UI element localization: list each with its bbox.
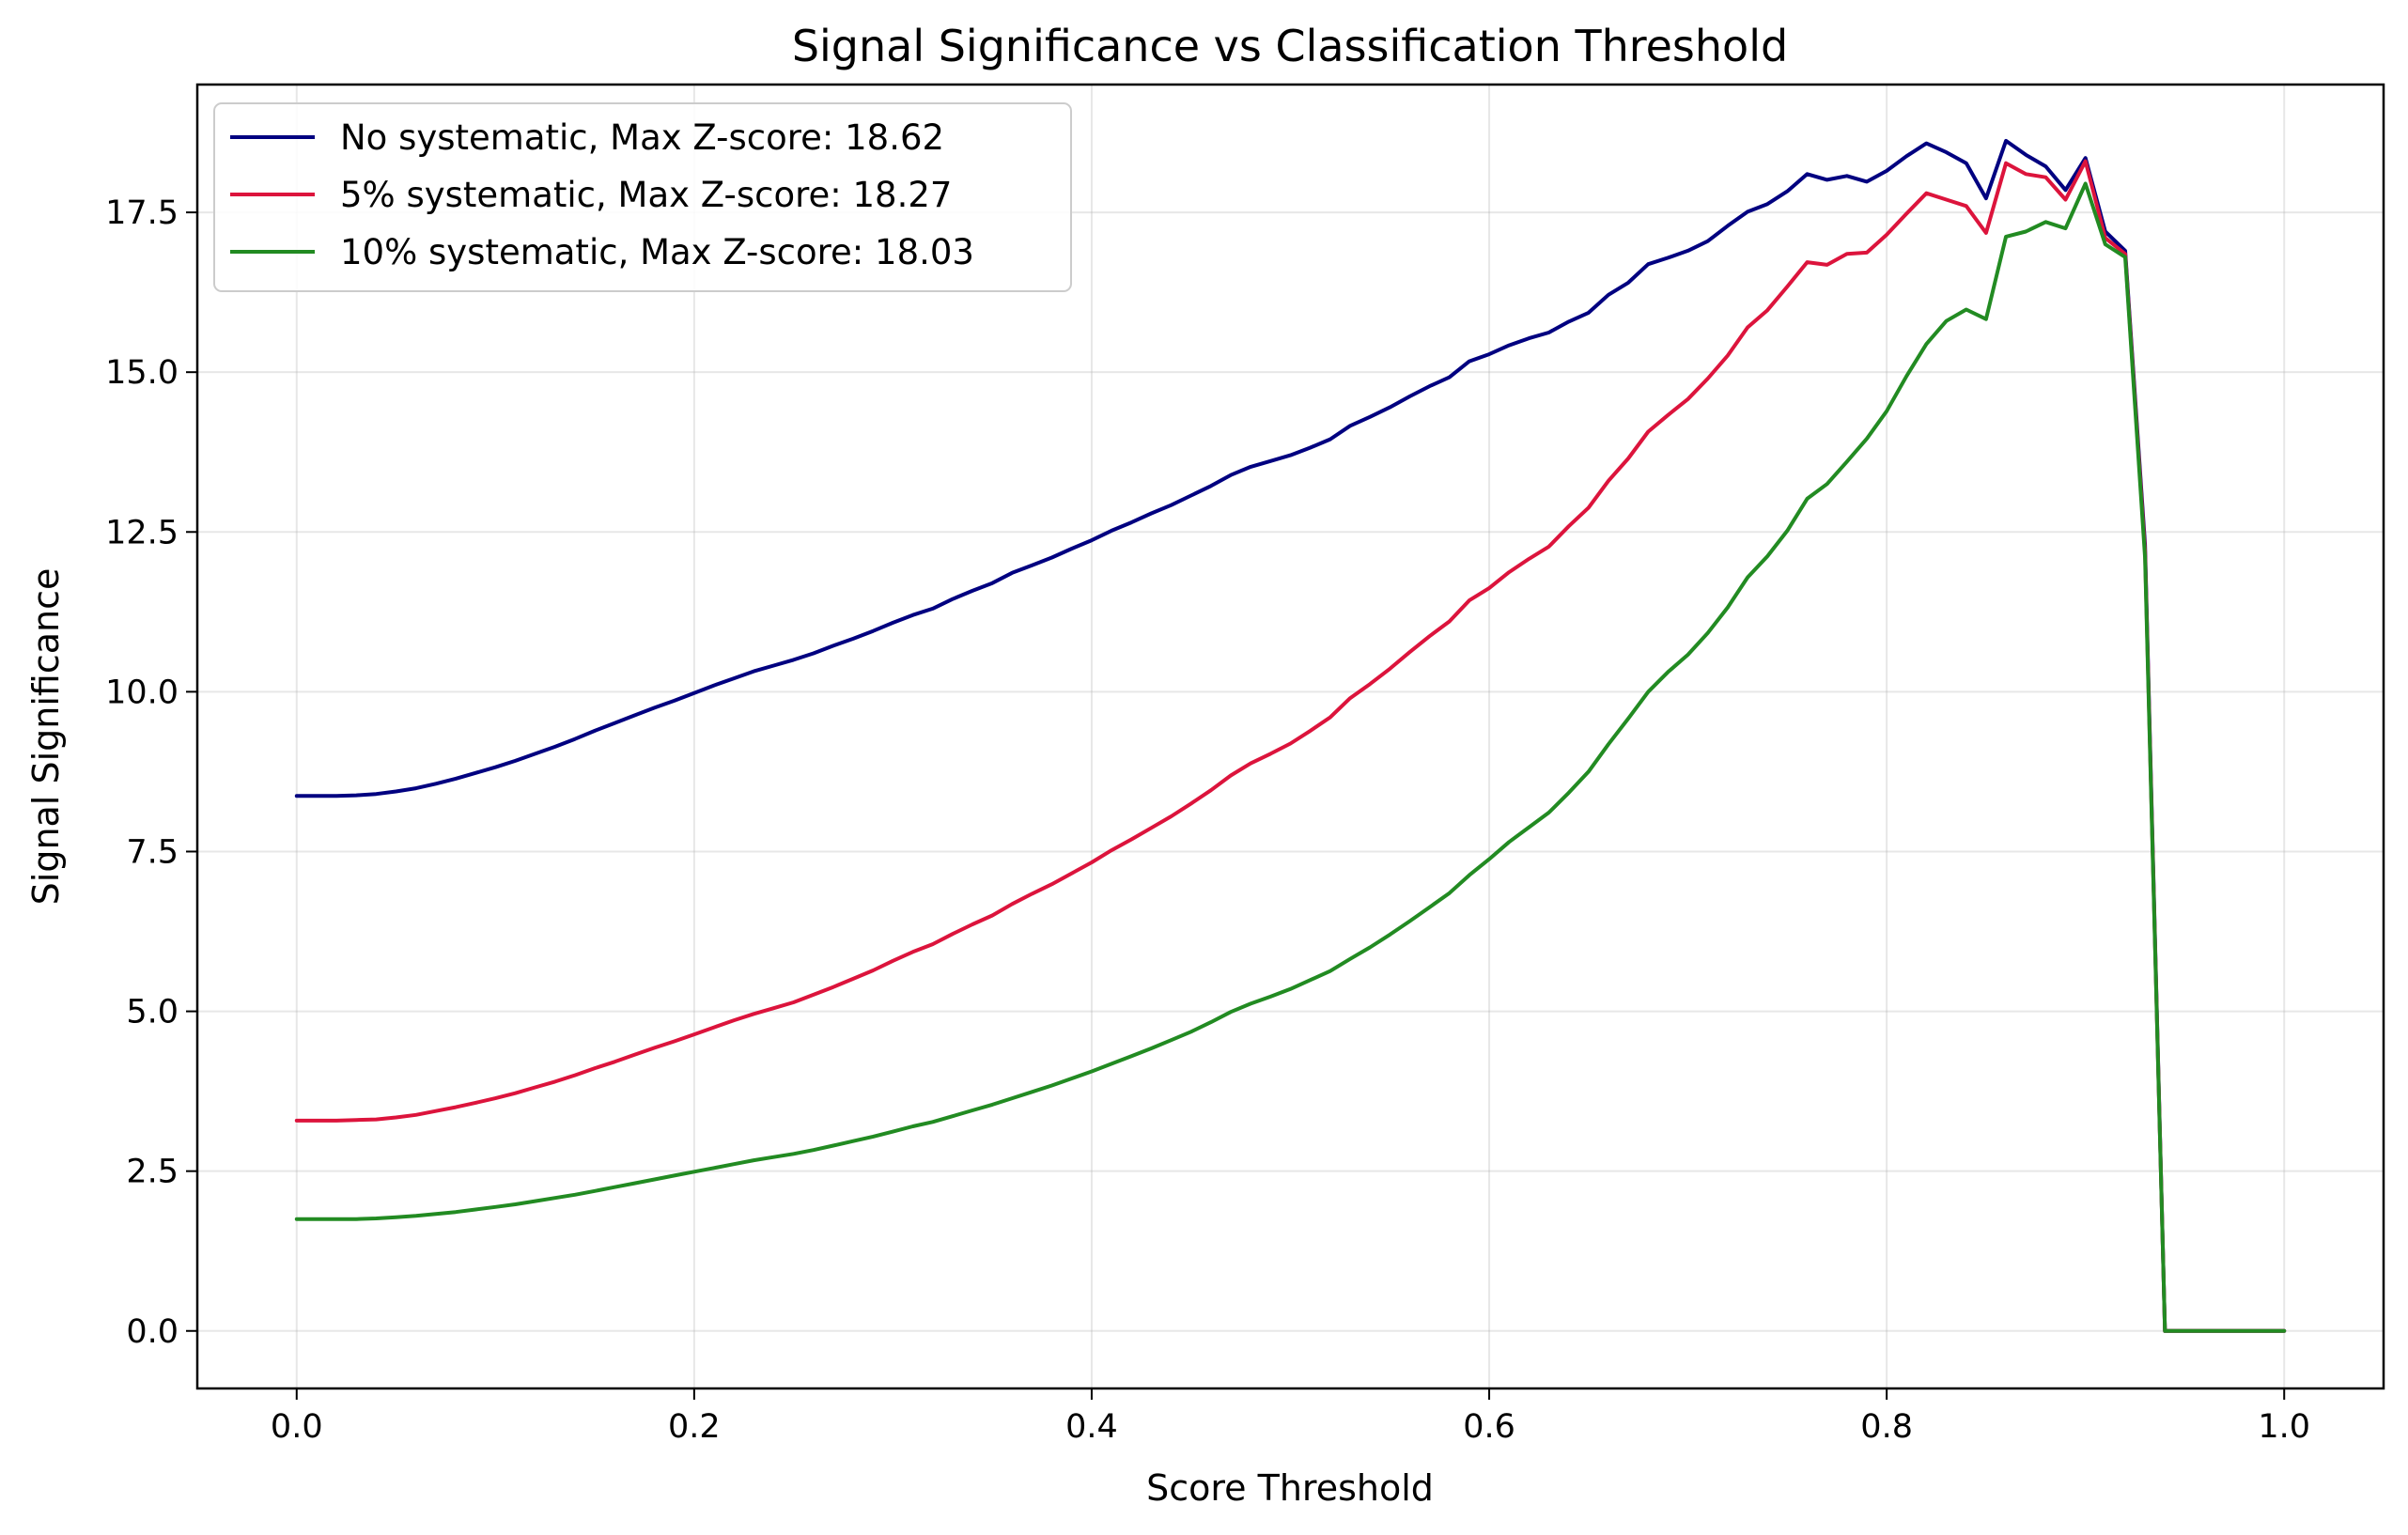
x-tick-label: 1.0 — [2258, 1408, 2310, 1446]
x-tick-label: 0.8 — [1860, 1408, 1913, 1446]
series-line-5pct-systematic — [294, 159, 2287, 1333]
y-tick-label: 7.5 — [126, 833, 179, 871]
chart-title: Signal Significance vs Classification Th… — [792, 21, 1788, 71]
y-tick-label: 10.0 — [105, 674, 179, 711]
x-tick-label: 0.6 — [1463, 1408, 1515, 1446]
legend-label-no-systematic: No systematic, Max Z-score: 18.62 — [340, 117, 944, 158]
y-tick-label: 2.5 — [126, 1154, 179, 1191]
grid — [197, 85, 2384, 1388]
x-tick-label: 0.2 — [668, 1408, 721, 1446]
plot-frame — [195, 83, 2385, 1390]
x-tick-label: 0.0 — [271, 1408, 323, 1446]
y-tick-label: 5.0 — [126, 994, 179, 1031]
series-layer — [294, 138, 2287, 1333]
y-axis-label: Signal Significance — [25, 568, 67, 906]
y-tick-label: 12.5 — [105, 514, 179, 551]
series-line-no-systematic — [294, 138, 2287, 1333]
legend-label-10pct-systematic: 10% systematic, Max Z-score: 18.03 — [340, 232, 974, 272]
x-axis-label: Score Threshold — [1146, 1467, 1434, 1509]
y-tick-label: 0.0 — [126, 1313, 179, 1351]
series-line-10pct-systematic — [294, 181, 2287, 1333]
ticks: 0.0 0.2 0.4 0.6 0.8 1.0 0.0 2.5 5.0 7.5 10.0 12.5 15… — [105, 194, 2310, 1446]
legend-box — [213, 102, 1072, 292]
legend-label-5pct-systematic: 5% systematic, Max Z-score: 18.27 — [340, 175, 952, 215]
y-tick-label: 17.5 — [105, 194, 179, 232]
legend: No systematic, Max Z-score: 18.62 5% sys… — [213, 102, 1072, 292]
x-tick-label: 0.4 — [1065, 1408, 1118, 1446]
y-tick-label: 15.0 — [105, 354, 179, 392]
